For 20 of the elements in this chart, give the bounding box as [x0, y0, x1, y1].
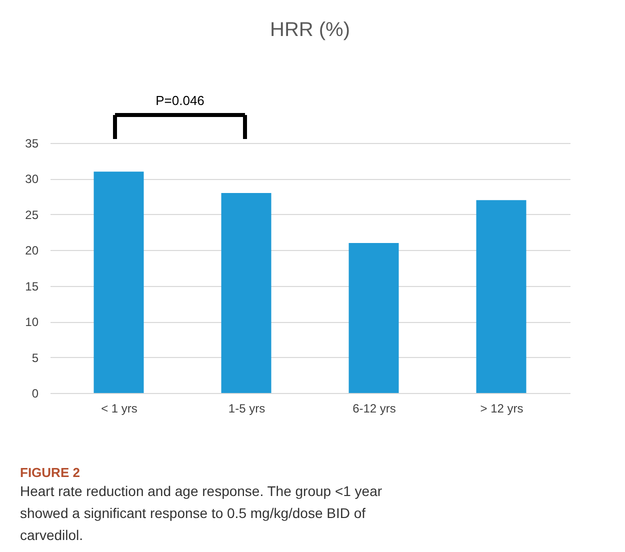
bar: [476, 200, 526, 393]
x-tick-label: < 1 yrs: [101, 402, 138, 416]
y-tick-label: 35: [25, 136, 39, 150]
caption: FIGURE 2: [20, 465, 80, 480]
chart-title: HRR (%): [270, 19, 350, 41]
text: P=0.046: [156, 93, 204, 108]
y-tick-label: 5: [32, 350, 39, 365]
y-tick-label: 20: [25, 244, 39, 258]
text: Heart rate reduction and age response. The group <1 year showed a significant response to 0.5 mg/kg/dose BID of carvedilol.: [20, 483, 382, 543]
y-tick-label: 30: [25, 172, 39, 186]
bar: [348, 243, 399, 393]
x-tick-label: 6-12 yrs: [352, 402, 396, 416]
bar: [221, 193, 272, 393]
y-tick-label: 10: [25, 315, 39, 330]
y-tick-label: 0: [32, 386, 39, 400]
x-tick-label: 1-5 yrs: [228, 402, 266, 416]
y-tick-label: 15: [25, 279, 39, 294]
bar: [94, 172, 144, 393]
x-tick-label: > 12 yrs: [480, 402, 524, 416]
y-tick-label: 25: [25, 208, 39, 222]
